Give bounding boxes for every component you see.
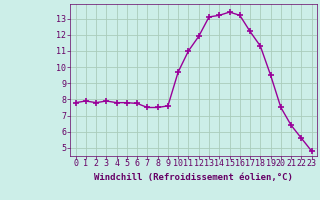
X-axis label: Windchill (Refroidissement éolien,°C): Windchill (Refroidissement éolien,°C) [94,173,293,182]
